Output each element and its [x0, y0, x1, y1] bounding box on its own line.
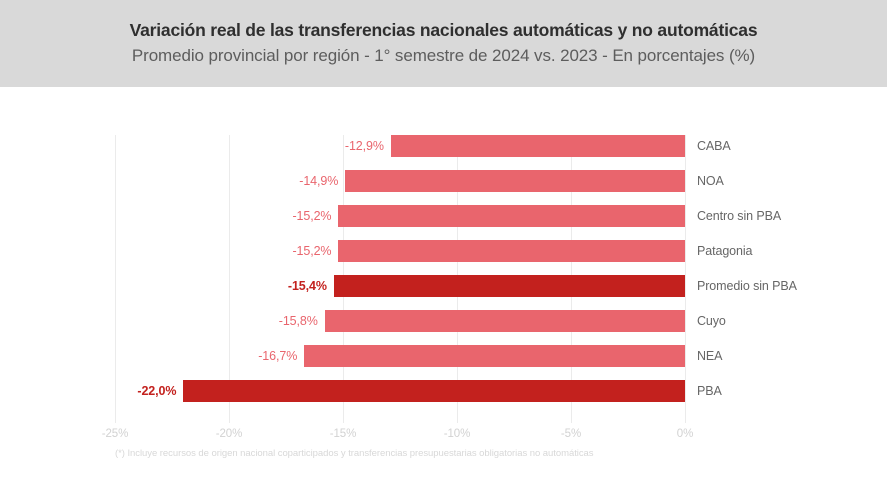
bar-row[interactable]: -15,8% Cuyo [0, 310, 887, 332]
bar-category-label: NOA [697, 174, 724, 188]
bar-category-label: CABA [697, 139, 731, 153]
bar-category-label: PBA [697, 384, 722, 398]
axis-tick-label: -20% [215, 428, 243, 440]
bar-value-label: -15,8% [278, 314, 318, 328]
bar-value-label: -16,7% [258, 349, 298, 363]
bar[interactable] [338, 205, 685, 227]
axis-tick-label: -10% [443, 428, 471, 440]
chart-footnote: (*) Incluye recursos de origen nacional … [115, 448, 594, 459]
bar[interactable] [324, 310, 685, 332]
page-title: Variación real de las transferencias nac… [129, 19, 758, 40]
bar-category-label: Patagonia [697, 244, 753, 258]
bar-value-label: -12,9% [344, 139, 384, 153]
bar-value-label: -15,4% [287, 279, 327, 293]
bar[interactable] [390, 135, 685, 157]
bar-value-label: -15,2% [292, 209, 332, 223]
axis-tick-label: -15% [329, 428, 357, 440]
bar[interactable] [333, 275, 685, 297]
axis-tick-label: -5% [560, 428, 582, 440]
bar-category-label: Centro sin PBA [697, 209, 782, 223]
bar[interactable] [338, 240, 685, 262]
chart-x-axis: -25% -20% -15% -10% -5% 0% [0, 87, 887, 499]
bar-value-label: -15,2% [292, 244, 332, 258]
bar-category-label: NEA [697, 349, 723, 363]
page-subtitle: Promedio provincial por región - 1° seme… [131, 46, 756, 66]
bar[interactable] [304, 345, 685, 367]
axis-tick-label: 0% [676, 428, 694, 440]
bar-category-label: Cuyo [697, 314, 726, 328]
bar-row[interactable]: -16,7% NEA [0, 345, 887, 367]
bar-row[interactable]: -14,9% NOA [0, 170, 887, 192]
bar-value-label: -22,0% [137, 384, 177, 398]
bar-row[interactable]: -15,2% Centro sin PBA [0, 205, 887, 227]
plot-area: -12,9% CABA -14,9% NOA -15,2% Centro sin PBA -… [0, 87, 887, 499]
bar[interactable] [345, 170, 685, 192]
bar-category-label: Promedio sin PBA [697, 279, 797, 293]
bar-row[interactable]: -12,9% CABA [0, 135, 887, 157]
bar-row[interactable]: -15,4% Promedio sin PBA [0, 275, 887, 297]
chart-bars: -12,9% CABA -14,9% NOA -15,2% Centro sin PBA -… [0, 87, 887, 499]
chart-header-band: Variación real de las transferencias nac… [0, 0, 887, 87]
bar[interactable] [183, 380, 685, 402]
bar-row[interactable]: -22,0% PBA [0, 380, 887, 402]
bar-row[interactable]: -15,2% Patagonia [0, 240, 887, 262]
bar-value-label: -14,9% [299, 174, 339, 188]
axis-tick-label: -25% [101, 428, 129, 440]
